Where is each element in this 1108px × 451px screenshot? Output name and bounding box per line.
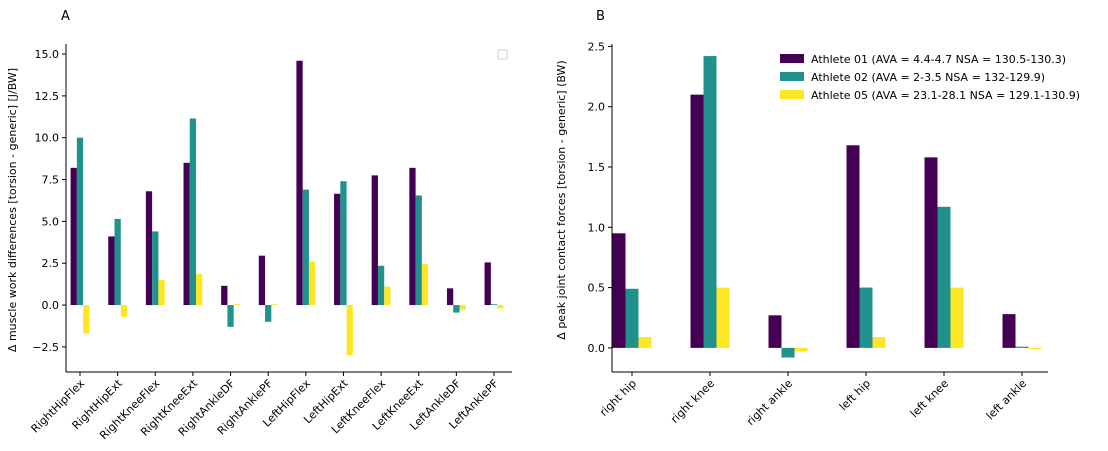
panel-a-bar <box>120 305 128 317</box>
panel-b-bar <box>859 287 873 348</box>
panel-a-bar <box>76 137 84 306</box>
panel-b-letter: B <box>596 9 605 24</box>
panel-a-bar <box>108 236 115 306</box>
panel-a-ytick-label: 15.0 <box>35 48 60 61</box>
chart-panel-a: A Δ muscle work differences [torsion - g… <box>6 9 512 442</box>
panel-b-xtick-label: right hip <box>597 377 639 419</box>
panel-a-bar <box>83 305 90 334</box>
panel-b-bar <box>937 206 951 348</box>
panel-a-bars <box>70 60 504 356</box>
panel-a-ytick-label: 5.0 <box>42 215 60 228</box>
panel-b-bars <box>612 56 1042 358</box>
panel-a-ytick-label: 10.0 <box>35 132 60 145</box>
panel-b-xtick-label: left knee <box>908 377 951 420</box>
panel-a-bar <box>227 305 234 327</box>
panel-b-bar <box>768 315 782 348</box>
panel-b-xtick-label: left ankle <box>984 377 1030 423</box>
panel-a-bar <box>196 274 203 306</box>
panel-b-bar <box>1015 346 1029 348</box>
panel-b-axes: 0.0 0.5 1.0 1.5 2.0 2.5 <box>588 40 1048 373</box>
panel-b-bar <box>872 337 886 348</box>
panel-a-bar <box>446 288 454 306</box>
panel-a-bar <box>484 262 491 306</box>
panel-a-bar <box>271 304 278 306</box>
panel-a-bar <box>258 255 266 306</box>
panel-a-bar <box>308 261 316 306</box>
panel-b-bar <box>781 347 795 358</box>
panel-a-bar <box>371 175 378 306</box>
panel-a-bar <box>158 279 165 306</box>
panel-a-ytick-label: 7.5 <box>42 174 60 187</box>
panel-a-bar <box>346 305 353 356</box>
panel-a-ylabel: Δ muscle work differences [torsion - gen… <box>6 68 19 352</box>
panel-b-bar <box>1028 347 1042 350</box>
panel-b-legend: Athlete 01 (AVA = 4.4-4.7 NSA = 130.5-13… <box>780 53 1080 102</box>
panel-a-bar <box>189 118 197 306</box>
panel-b-bar <box>950 287 964 348</box>
panel-b-bar <box>690 94 704 348</box>
panel-a-bar <box>70 167 77 306</box>
panel-a-bar <box>334 193 341 306</box>
panel-a-bar <box>377 265 385 306</box>
panel-a-bar <box>221 285 228 306</box>
panel-a-bar <box>415 195 422 306</box>
panel-a-bar <box>233 304 240 306</box>
chart-panel-b: B Δ peak joint contact forces [torsion -… <box>555 9 1080 428</box>
panel-a-bar <box>152 231 159 306</box>
panel-a-bar <box>497 305 504 309</box>
panel-b-ytick-label: 1.5 <box>588 161 606 174</box>
panel-b-ytick-label: 0.5 <box>588 282 606 295</box>
panel-a-bar <box>296 60 303 306</box>
panel-b-ytick-label: 1.0 <box>588 221 606 234</box>
panel-b-ytick-label: 2.5 <box>588 40 606 53</box>
panel-b-ytick-label: 0.0 <box>588 342 606 355</box>
legend-swatch <box>780 54 804 63</box>
panel-a-ytick-label: 2.5 <box>42 257 60 270</box>
legend-swatch <box>780 90 804 99</box>
legend-swatch <box>780 72 804 81</box>
panel-b-bar <box>703 56 717 348</box>
panel-a-bar <box>409 167 416 306</box>
legend-entry: Athlete 05 (AVA = 23.1-28.1 NSA = 129.1-… <box>811 89 1080 102</box>
panel-b-bar <box>638 337 652 348</box>
panel-a-letter: A <box>61 9 70 24</box>
panel-b-ytick-label: 2.0 <box>588 101 606 114</box>
panel-b-bar <box>846 145 860 348</box>
panel-b-xtick-label: left hip <box>837 377 873 413</box>
panel-a-ytick-label: 0.0 <box>42 299 60 312</box>
panel-b-bar <box>794 347 808 352</box>
legend-entry: Athlete 01 (AVA = 4.4-4.7 NSA = 130.5-13… <box>811 53 1066 66</box>
panel-b-bar <box>612 233 626 348</box>
panel-a-bar <box>265 305 272 322</box>
panel-a-bar <box>421 264 429 306</box>
panel-a-bar <box>459 305 466 311</box>
panel-a-ytick-label: 12.5 <box>35 90 60 103</box>
panel-b-bar <box>625 288 639 348</box>
panel-b-xticks: right hip right knee right ankle left hip le… <box>597 372 1029 428</box>
panel-b-bar <box>924 157 938 348</box>
panel-a-bar <box>114 218 121 306</box>
panel-a-bar <box>453 305 460 313</box>
panel-a-ytick-label: −2.5 <box>32 341 59 354</box>
panel-a-bar <box>384 286 391 306</box>
panel-a-legend-box <box>497 49 508 60</box>
panel-a-bar <box>490 304 498 306</box>
legend-entry: Athlete 02 (AVA = 2-3.5 NSA = 132-129.9) <box>811 71 1045 84</box>
panel-a-bar <box>302 189 309 306</box>
panel-b-ylabel: Δ peak joint contact forces [torsion - g… <box>555 60 568 339</box>
panel-b-xtick-label: right knee <box>668 377 717 426</box>
panel-b-bar <box>716 287 730 348</box>
panel-a-xticks: RightHipFlexRightHipExtRightKneeFlexRigh… <box>29 372 501 442</box>
panel-a-axes: −2.5 0.0 2.5 5.0 7.5 10.0 12.5 15.0 <box>32 44 512 373</box>
panel-a-bar <box>145 191 153 306</box>
panel-b-xtick-label: right ankle <box>744 377 795 428</box>
panel-b-bar <box>1002 314 1016 348</box>
panel-a-bar <box>183 162 190 306</box>
panel-a-bar <box>340 181 347 306</box>
